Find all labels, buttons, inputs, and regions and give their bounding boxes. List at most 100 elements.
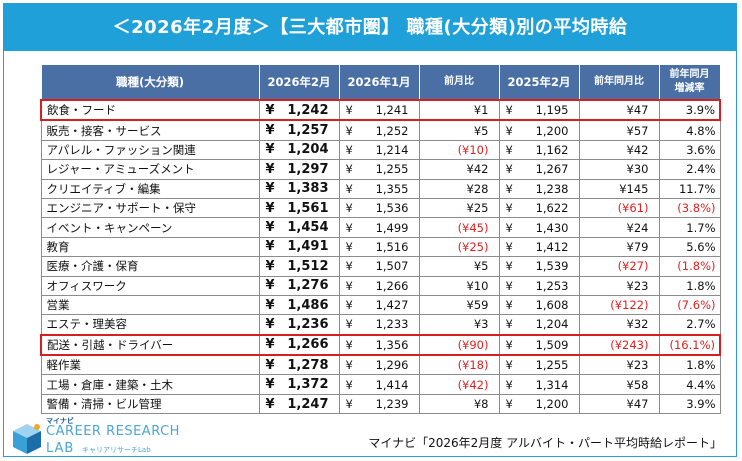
logo-lab-text: LAB <box>46 441 75 456</box>
previous-year-wage-value: 1,238 <box>535 181 569 196</box>
previous-month-wage: ¥1,356 <box>338 333 420 357</box>
previous-year-wage: ¥1,509 <box>498 333 580 357</box>
current-wage: ¥1,278 <box>258 354 340 376</box>
table-row: 営業 ¥1,486 ¥1,427 ¥59 ¥1,608 (¥122) (7.6%) <box>40 294 721 316</box>
table-body: 飲食・フード ¥1,242 ¥1,241 ¥1 ¥1,195 ¥47 3.9% 販売・接客・サ… <box>40 98 721 415</box>
yen-sign: ¥ <box>505 377 513 392</box>
yen-sign: ¥ <box>345 397 353 412</box>
yen-sign: ¥ <box>345 358 353 373</box>
previous-year-wage-value: 1,314 <box>535 377 569 392</box>
previous-month-wage-value: 1,536 <box>375 201 409 216</box>
previous-month-wage-value: 1,507 <box>375 259 409 274</box>
job-category: クリエイティブ・編集 <box>40 178 260 199</box>
yen-sign: ¥ <box>265 337 275 353</box>
previous-month-wage-value: 1,296 <box>375 358 409 373</box>
current-wage-value: 1,266 <box>287 337 329 353</box>
year-over-year-change: ¥24 <box>578 217 660 238</box>
header-previous-month: 2026年1月 <box>338 64 420 101</box>
previous-month-wage-value: 1,427 <box>375 298 409 313</box>
year-over-year-rate: 3.6% <box>658 139 721 161</box>
current-wage-value: 1,242 <box>287 102 329 118</box>
yen-sign: ¥ <box>345 337 353 352</box>
previous-year-wage: ¥1,608 <box>498 294 580 316</box>
previous-year-wage-value: 1,622 <box>535 201 569 216</box>
table-row: オフィスワーク ¥1,276 ¥1,266 ¥10 ¥1,253 ¥23 1.8% <box>40 275 721 296</box>
previous-month-wage: ¥1,252 <box>338 119 420 141</box>
previous-year-wage-value: 1,267 <box>535 162 569 177</box>
previous-year-wage: ¥1,430 <box>498 217 580 238</box>
yen-sign: ¥ <box>345 377 353 392</box>
month-over-month-change: (¥90) <box>418 333 500 357</box>
yen-sign: ¥ <box>505 337 513 352</box>
previous-year-wage-value: 1,162 <box>535 142 569 157</box>
yen-sign: ¥ <box>265 357 275 373</box>
table-row: レジャー・アミューズメント ¥1,297 ¥1,255 ¥42 ¥1,267 ¥30 2.4… <box>40 159 721 180</box>
previous-year-wage-value: 1,539 <box>535 259 569 274</box>
yen-sign: ¥ <box>345 123 353 138</box>
previous-month-wage-value: 1,355 <box>375 181 409 196</box>
yen-sign: ¥ <box>265 220 275 236</box>
cube-logo-icon <box>13 424 41 454</box>
current-wage: ¥1,486 <box>258 294 340 316</box>
month-over-month-change: ¥42 <box>418 159 500 180</box>
table-row: 軽作業 ¥1,278 ¥1,296 (¥18) ¥1,255 ¥23 1.8% <box>40 354 721 376</box>
current-wage-value: 1,454 <box>287 220 329 236</box>
yen-sign: ¥ <box>345 142 353 157</box>
current-wage: ¥1,561 <box>258 197 340 219</box>
yen-sign: ¥ <box>505 259 513 274</box>
previous-month-wage: ¥1,536 <box>338 197 420 219</box>
table-row: 配送・引越・ドライバー ¥1,266 ¥1,356 (¥90) ¥1,509 (¥243)… <box>40 333 721 357</box>
previous-year-wage: ¥1,255 <box>498 354 580 376</box>
year-over-year-rate: 3.9% <box>658 98 721 122</box>
wage-table: 職種(大分類) 2026年2月 2026年1月 前月比 2025年2月 前年同月… <box>40 64 721 415</box>
table-row: イベント・キャンペーン ¥1,454 ¥1,499 (¥45) ¥1,430 ¥24 1.7… <box>40 217 721 238</box>
previous-year-wage-value: 1,200 <box>535 397 569 412</box>
page-title: ＜2026年2月度＞【三大都市圏】 職種(大分類)別の平均時給 <box>4 4 736 51</box>
job-category: レジャー・アミューズメント <box>40 159 260 180</box>
career-research-lab-logo: マイナビ CAREER RESEARCH LAB キャリアリサーチLab <box>10 416 180 458</box>
table-row: アパレル・ファッション関連 ¥1,204 ¥1,214 (¥10) ¥1,162 ¥42 3… <box>40 139 721 161</box>
report-frame: ＜2026年2月度＞【三大都市圏】 職種(大分類)別の平均時給 職種(大分類) … <box>3 3 737 457</box>
month-over-month-change: (¥45) <box>418 217 500 238</box>
year-over-year-change: ¥47 <box>578 98 660 122</box>
yen-sign: ¥ <box>505 358 513 373</box>
month-over-month-change: ¥5 <box>418 119 500 141</box>
current-wage: ¥1,297 <box>258 159 340 180</box>
current-wage-value: 1,297 <box>287 161 329 177</box>
job-category: 医療・介護・保育 <box>40 256 260 277</box>
previous-month-wage-value: 1,233 <box>375 317 409 332</box>
year-over-year-rate: 2.4% <box>658 159 721 180</box>
previous-year-wage: ¥1,200 <box>498 119 580 141</box>
year-over-year-change: ¥145 <box>578 178 660 199</box>
year-over-year-rate: (7.6%) <box>658 294 721 316</box>
previous-month-wage-value: 1,414 <box>375 377 409 392</box>
yen-sign: ¥ <box>265 123 275 139</box>
year-over-year-change: ¥42 <box>578 139 660 161</box>
month-over-month-change: ¥59 <box>418 294 500 316</box>
yen-sign: ¥ <box>505 298 513 313</box>
logo-sub-text: キャリアリサーチLab <box>82 446 151 454</box>
month-over-month-change: ¥25 <box>418 197 500 219</box>
table-row: エステ・理美容 ¥1,236 ¥1,233 ¥3 ¥1,204 ¥32 2.7% <box>40 314 721 336</box>
header-yoy-rate: 前年同月 増減率 <box>658 64 721 101</box>
previous-month-wage: ¥1,296 <box>338 354 420 376</box>
yen-sign: ¥ <box>265 396 275 412</box>
yen-sign: ¥ <box>345 103 353 118</box>
previous-year-wage: ¥1,200 <box>498 393 580 415</box>
previous-month-wage: ¥1,427 <box>338 294 420 316</box>
yen-sign: ¥ <box>505 123 513 138</box>
previous-month-wage: ¥1,241 <box>338 98 420 122</box>
previous-month-wage: ¥1,507 <box>338 256 420 277</box>
current-wage-value: 1,247 <box>287 396 329 412</box>
yen-sign: ¥ <box>505 239 513 254</box>
table-row: 医療・介護・保育 ¥1,512 ¥1,507 ¥5 ¥1,539 (¥27) (1.8%) <box>40 256 721 277</box>
month-over-month-change: (¥10) <box>418 139 500 161</box>
previous-month-wage: ¥1,233 <box>338 314 420 336</box>
job-category: 配送・引越・ドライバー <box>40 333 260 357</box>
job-category: エンジニア・サポート・保守 <box>40 197 260 219</box>
previous-year-wage-value: 1,412 <box>535 239 569 254</box>
month-over-month-change: ¥10 <box>418 275 500 296</box>
year-over-year-change: ¥23 <box>578 354 660 376</box>
month-over-month-change: ¥8 <box>418 393 500 415</box>
previous-month-wage: ¥1,266 <box>338 275 420 296</box>
